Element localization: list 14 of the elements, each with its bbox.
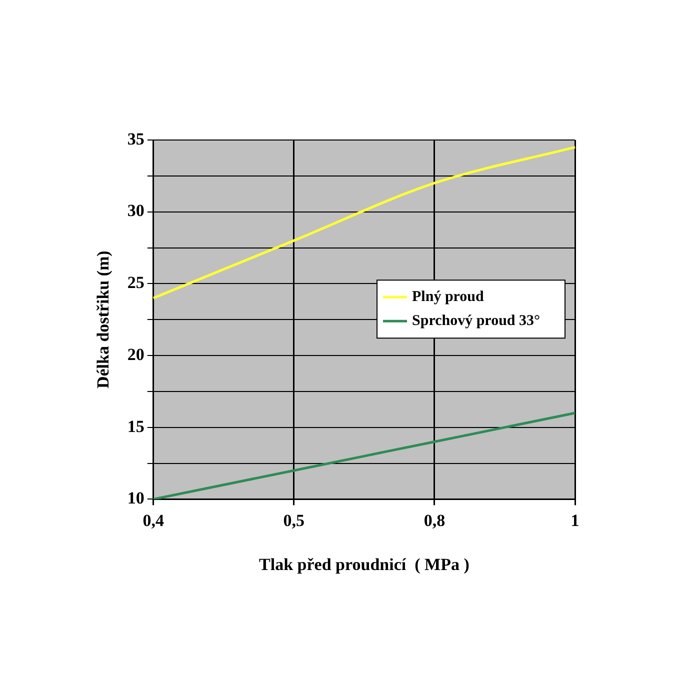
- legend-label: Sprchový proud 33°: [412, 312, 540, 329]
- y-tick-label: 25: [127, 273, 144, 292]
- x-tick-label: 1: [570, 510, 580, 530]
- y-tick-label: 20: [127, 344, 144, 364]
- legend-label: Plný proud: [412, 288, 485, 305]
- x-tick-label: 0,5: [283, 510, 305, 530]
- x-tick-label: 0,8: [424, 510, 446, 530]
- y-tick-label: 10: [127, 488, 144, 508]
- y-tick-label: 15: [127, 416, 144, 436]
- x-axis-title: Tlak před proudnicí ( MPa ): [259, 555, 470, 574]
- y-axis-title: Délka dostřiku (m): [94, 250, 113, 389]
- y-tick-label: 35: [127, 129, 144, 148]
- x-tick-label: 0,4: [142, 510, 165, 530]
- y-tick-label: 30: [127, 201, 144, 220]
